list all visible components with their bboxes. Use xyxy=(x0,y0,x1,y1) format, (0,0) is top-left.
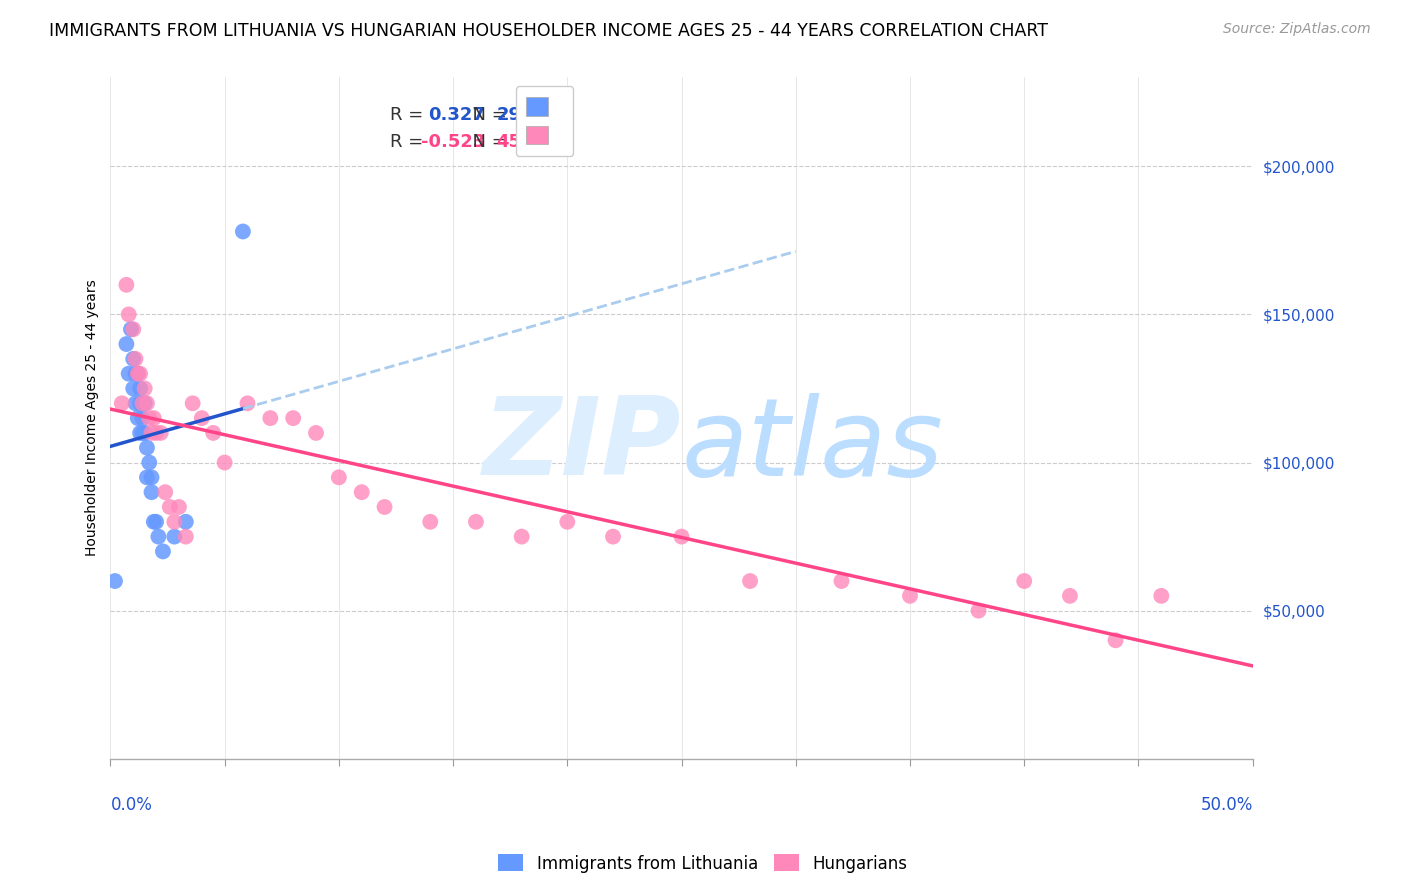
Immigrants from Lithuania xyxy=(142,515,165,529)
Immigrants from Lithuania xyxy=(141,485,163,500)
Hungarians xyxy=(555,515,578,529)
Hungarians xyxy=(191,411,214,425)
Hungarians xyxy=(155,485,177,500)
Y-axis label: Householder Income Ages 25 - 44 years: Householder Income Ages 25 - 44 years xyxy=(86,280,100,557)
Text: atlas: atlas xyxy=(682,392,943,498)
Hungarians xyxy=(159,500,181,514)
Hungarians xyxy=(167,500,190,514)
Hungarians xyxy=(145,425,167,440)
Hungarians xyxy=(236,396,259,410)
Hungarians xyxy=(214,456,236,470)
Hungarians xyxy=(134,382,156,396)
Hungarians xyxy=(174,530,197,544)
Text: R =: R = xyxy=(391,133,429,151)
Hungarians xyxy=(115,277,138,292)
Immigrants from Lithuania xyxy=(129,425,152,440)
Text: IMMIGRANTS FROM LITHUANIA VS HUNGARIAN HOUSEHOLDER INCOME AGES 25 - 44 YEARS COR: IMMIGRANTS FROM LITHUANIA VS HUNGARIAN H… xyxy=(49,22,1049,40)
Text: Source: ZipAtlas.com: Source: ZipAtlas.com xyxy=(1223,22,1371,37)
Hungarians xyxy=(305,425,328,440)
Hungarians xyxy=(131,396,153,410)
Hungarians xyxy=(419,515,441,529)
Immigrants from Lithuania xyxy=(131,425,153,440)
Immigrants from Lithuania xyxy=(115,337,138,351)
Hungarians xyxy=(141,425,163,440)
Hungarians xyxy=(671,530,693,544)
Text: N =: N = xyxy=(461,106,513,124)
Hungarians xyxy=(1104,633,1126,648)
Hungarians xyxy=(111,396,134,410)
Immigrants from Lithuania xyxy=(148,530,170,544)
Hungarians xyxy=(163,515,186,529)
Hungarians xyxy=(129,367,152,381)
Legend: , : , xyxy=(516,87,574,156)
Hungarians xyxy=(1150,589,1173,603)
Hungarians xyxy=(465,515,488,529)
Immigrants from Lithuania xyxy=(232,225,254,239)
Hungarians xyxy=(602,530,624,544)
Immigrants from Lithuania xyxy=(127,367,149,381)
Immigrants from Lithuania xyxy=(141,470,163,484)
Immigrants from Lithuania xyxy=(136,470,159,484)
Hungarians xyxy=(136,396,159,410)
Hungarians xyxy=(124,351,146,366)
Hungarians xyxy=(138,411,160,425)
Hungarians xyxy=(374,500,396,514)
Text: R =: R = xyxy=(391,106,434,124)
Text: 45: 45 xyxy=(496,133,522,151)
Hungarians xyxy=(830,574,852,588)
Hungarians xyxy=(142,411,165,425)
Immigrants from Lithuania xyxy=(174,515,197,529)
Immigrants from Lithuania xyxy=(129,382,152,396)
Hungarians xyxy=(328,470,350,484)
Immigrants from Lithuania xyxy=(122,351,145,366)
Immigrants from Lithuania xyxy=(124,396,146,410)
Text: N =: N = xyxy=(461,133,513,151)
Hungarians xyxy=(738,574,761,588)
Text: 50.0%: 50.0% xyxy=(1201,797,1253,814)
Hungarians xyxy=(1012,574,1035,588)
Text: 0.0%: 0.0% xyxy=(111,797,152,814)
Hungarians xyxy=(510,530,533,544)
Hungarians xyxy=(127,367,149,381)
Hungarians xyxy=(181,396,204,410)
Immigrants from Lithuania xyxy=(136,441,159,455)
Hungarians xyxy=(149,425,172,440)
Text: 0.327: 0.327 xyxy=(427,106,485,124)
Text: ZIP: ZIP xyxy=(484,392,682,499)
Immigrants from Lithuania xyxy=(118,367,141,381)
Immigrants from Lithuania xyxy=(131,411,153,425)
Immigrants from Lithuania xyxy=(163,530,186,544)
Hungarians xyxy=(259,411,281,425)
Immigrants from Lithuania xyxy=(152,544,174,558)
Immigrants from Lithuania xyxy=(145,515,167,529)
Hungarians xyxy=(350,485,373,500)
Text: 29: 29 xyxy=(496,106,522,124)
Immigrants from Lithuania xyxy=(120,322,142,336)
Immigrants from Lithuania xyxy=(124,367,146,381)
Hungarians xyxy=(202,425,225,440)
Immigrants from Lithuania xyxy=(134,396,156,410)
Hungarians xyxy=(122,322,145,336)
Immigrants from Lithuania xyxy=(127,411,149,425)
Hungarians xyxy=(118,307,141,321)
Immigrants from Lithuania xyxy=(134,425,156,440)
Hungarians xyxy=(967,604,990,618)
Immigrants from Lithuania xyxy=(122,382,145,396)
Text: -0.523: -0.523 xyxy=(422,133,485,151)
Immigrants from Lithuania xyxy=(129,396,152,410)
Hungarians xyxy=(898,589,921,603)
Immigrants from Lithuania xyxy=(104,574,127,588)
Legend: Immigrants from Lithuania, Hungarians: Immigrants from Lithuania, Hungarians xyxy=(492,847,914,880)
Immigrants from Lithuania xyxy=(138,456,160,470)
Hungarians xyxy=(283,411,305,425)
Hungarians xyxy=(1059,589,1081,603)
